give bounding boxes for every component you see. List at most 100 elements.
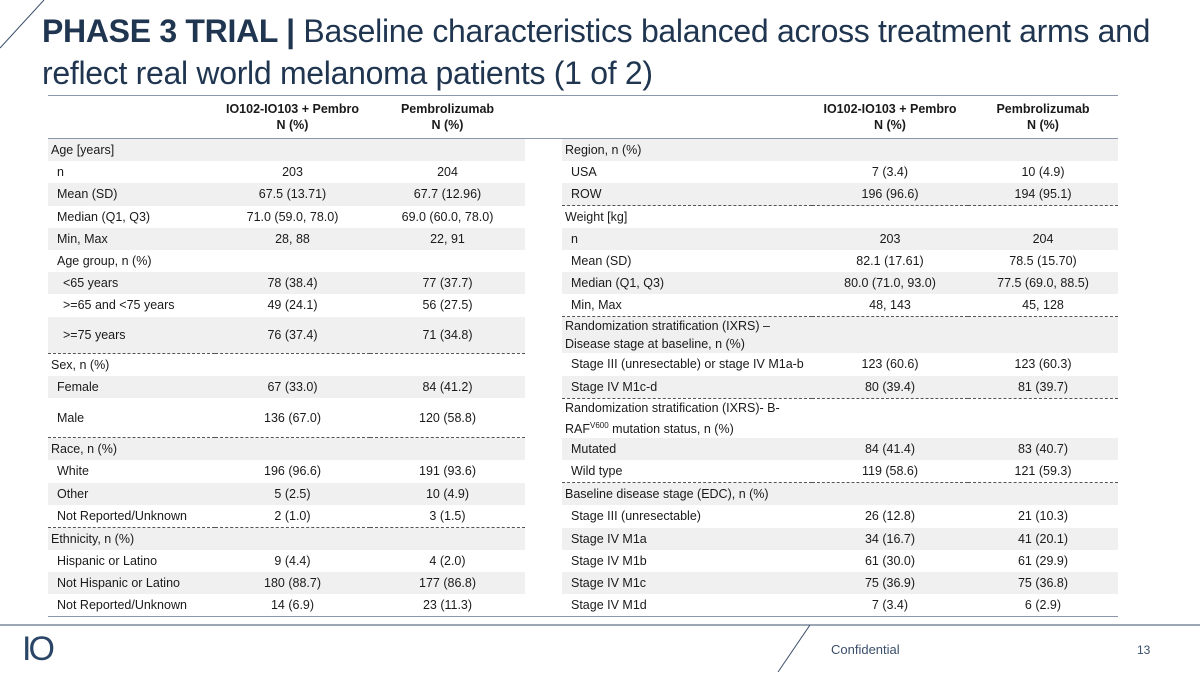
value-cell bbox=[968, 397, 1118, 438]
row-label-text: Stage III (unresectable) bbox=[571, 509, 701, 524]
value-cell: 56 (27.5) bbox=[370, 294, 525, 317]
row-label: Region, n (%) bbox=[562, 138, 812, 161]
row-label: Randomization stratification (IXRS)- B-R… bbox=[562, 397, 812, 438]
value-cell bbox=[215, 352, 370, 376]
row-label-text: Stage IV M1c bbox=[571, 576, 647, 591]
baseline-table: IO102-IO103 + Pembro N (%) Pembrolizumab N … bbox=[48, 95, 1118, 618]
row-label-text: Mutated bbox=[571, 441, 617, 456]
value-cell: 71 (34.8) bbox=[370, 316, 525, 353]
table-row: Race, n (%) Mutated 84 (41.4) 83 (40.7) bbox=[48, 437, 1118, 461]
value-cell: 67 (33.0) bbox=[215, 375, 370, 398]
value: 191 (93.6) bbox=[419, 464, 476, 479]
value: 84 (41.2) bbox=[422, 379, 473, 394]
value-cell: 82.1 (17.61) bbox=[812, 250, 968, 272]
gap bbox=[525, 398, 562, 438]
value-cell bbox=[968, 482, 1118, 506]
footer-diagonal bbox=[777, 624, 811, 673]
column-header-line: N (%) bbox=[431, 118, 464, 132]
title-rest: Baseline characteristics balanced across… bbox=[42, 13, 1151, 91]
row-label-text: Mean (SD) bbox=[571, 254, 632, 268]
row-label: Ethnicity, n (%) bbox=[48, 527, 215, 551]
row-label: Min, Max bbox=[562, 294, 812, 317]
value: 203 bbox=[879, 232, 901, 246]
value-cell: 49 (24.1) bbox=[215, 294, 370, 317]
value: 196 (96.6) bbox=[861, 187, 919, 201]
value-cell: 194 (95.1) bbox=[968, 183, 1118, 206]
value-cell bbox=[812, 482, 968, 506]
row-label: Not Reported/Unknown bbox=[48, 505, 215, 528]
gap bbox=[525, 572, 562, 594]
value-cell bbox=[370, 352, 525, 376]
column-header-line: N (%) bbox=[1027, 118, 1059, 132]
row-label: Mean (SD) bbox=[562, 250, 812, 272]
value-cell bbox=[812, 316, 968, 353]
value-cell: 41 (20.1) bbox=[968, 527, 1118, 551]
row-label-text: Stage IV M1b bbox=[571, 554, 647, 569]
column-header-line: Pembrolizumab bbox=[996, 102, 1090, 116]
gap bbox=[525, 95, 562, 139]
value: 77 (37.7) bbox=[422, 276, 473, 290]
value: 4 (2.0) bbox=[429, 554, 466, 569]
section-heading: Weight [kg] bbox=[565, 210, 628, 224]
row-label: Stage IV M1c bbox=[562, 572, 812, 595]
value: 71.0 (59.0, 78.0) bbox=[246, 209, 339, 224]
value-cell: 136 (67.0) bbox=[215, 398, 370, 438]
value-cell bbox=[370, 138, 525, 161]
gap bbox=[525, 594, 562, 617]
row-label: >=75 years bbox=[48, 316, 215, 353]
value: 48, 143 bbox=[869, 298, 911, 312]
section-heading: Sex, n (%) bbox=[51, 357, 110, 372]
value: 196 (96.6) bbox=[264, 464, 321, 479]
row-label: Stage IV M1b bbox=[562, 550, 812, 572]
value-cell: 80 (39.4) bbox=[812, 375, 968, 398]
gap bbox=[525, 139, 562, 162]
row-label: Race, n (%) bbox=[48, 437, 215, 461]
value: 67.7 (12.96) bbox=[413, 187, 482, 202]
row-label: Mean (SD) bbox=[48, 183, 215, 206]
section-heading: Region, n (%) bbox=[565, 143, 642, 157]
value-cell: 7 (3.4) bbox=[812, 161, 968, 183]
value-cell bbox=[215, 527, 370, 551]
row-label-text: Hispanic or Latino bbox=[57, 554, 158, 569]
value: 22, 91 bbox=[430, 232, 465, 246]
value-cell: 23 (11.3) bbox=[370, 594, 525, 617]
value-cell: 77.5 (69.0, 88.5) bbox=[968, 272, 1118, 294]
row-label: Weight [kg] bbox=[562, 205, 812, 228]
value-cell: 10 (4.9) bbox=[968, 161, 1118, 183]
value-cell: 77 (37.7) bbox=[370, 272, 525, 294]
value-cell: 121 (59.3) bbox=[968, 460, 1118, 483]
value: 75 (36.9) bbox=[864, 576, 916, 591]
section-heading: Baseline disease stage (EDC), n (%) bbox=[565, 487, 769, 502]
header-row: IO102-IO103 + Pembro N (%) Pembrolizumab N … bbox=[48, 95, 1118, 139]
row-label-text: Not Reported/Unknown bbox=[57, 598, 187, 613]
column-header-line: Pembrolizumab bbox=[400, 102, 495, 116]
header-cell bbox=[48, 95, 215, 139]
value: 34 (16.7) bbox=[864, 531, 916, 546]
section-heading: Race, n (%) bbox=[51, 442, 117, 457]
value: 28, 88 bbox=[275, 232, 310, 246]
page-number: 13 bbox=[1137, 643, 1151, 657]
table-row: Min, Max 28, 88 22, 91 n 203 204 bbox=[48, 228, 1118, 250]
table-row: Age group, n (%) Mean (SD) 82.1 (17.61) 78.… bbox=[48, 250, 1118, 272]
value: 136 (67.0) bbox=[264, 410, 321, 425]
row-label-text: n bbox=[57, 165, 64, 179]
value: 204 bbox=[437, 165, 458, 179]
gap bbox=[525, 250, 562, 272]
row-label: Age group, n (%) bbox=[48, 250, 215, 272]
value: 194 (95.1) bbox=[1014, 187, 1072, 201]
value: 5 (2.5) bbox=[274, 486, 311, 501]
column-header-line: IO102-IO103 + Pembro bbox=[823, 102, 957, 116]
value-cell: 191 (93.6) bbox=[370, 460, 525, 483]
value: 80.0 (71.0, 93.0) bbox=[844, 276, 936, 290]
value-cell: 34 (16.7) bbox=[812, 527, 968, 551]
row-label: Not Hispanic or Latino bbox=[48, 572, 215, 595]
value: 10 (4.9) bbox=[425, 486, 470, 501]
value-cell: 4 (2.0) bbox=[370, 550, 525, 572]
value-cell: 123 (60.3) bbox=[968, 353, 1118, 376]
superscript: V600 bbox=[590, 420, 609, 430]
row-label: Stage III (unresectable) bbox=[562, 505, 812, 528]
value-cell: 45, 128 bbox=[968, 294, 1118, 317]
row-label: n bbox=[48, 161, 215, 183]
title-bold: PHASE 3 TRIAL | bbox=[42, 13, 295, 49]
gap bbox=[525, 505, 562, 528]
